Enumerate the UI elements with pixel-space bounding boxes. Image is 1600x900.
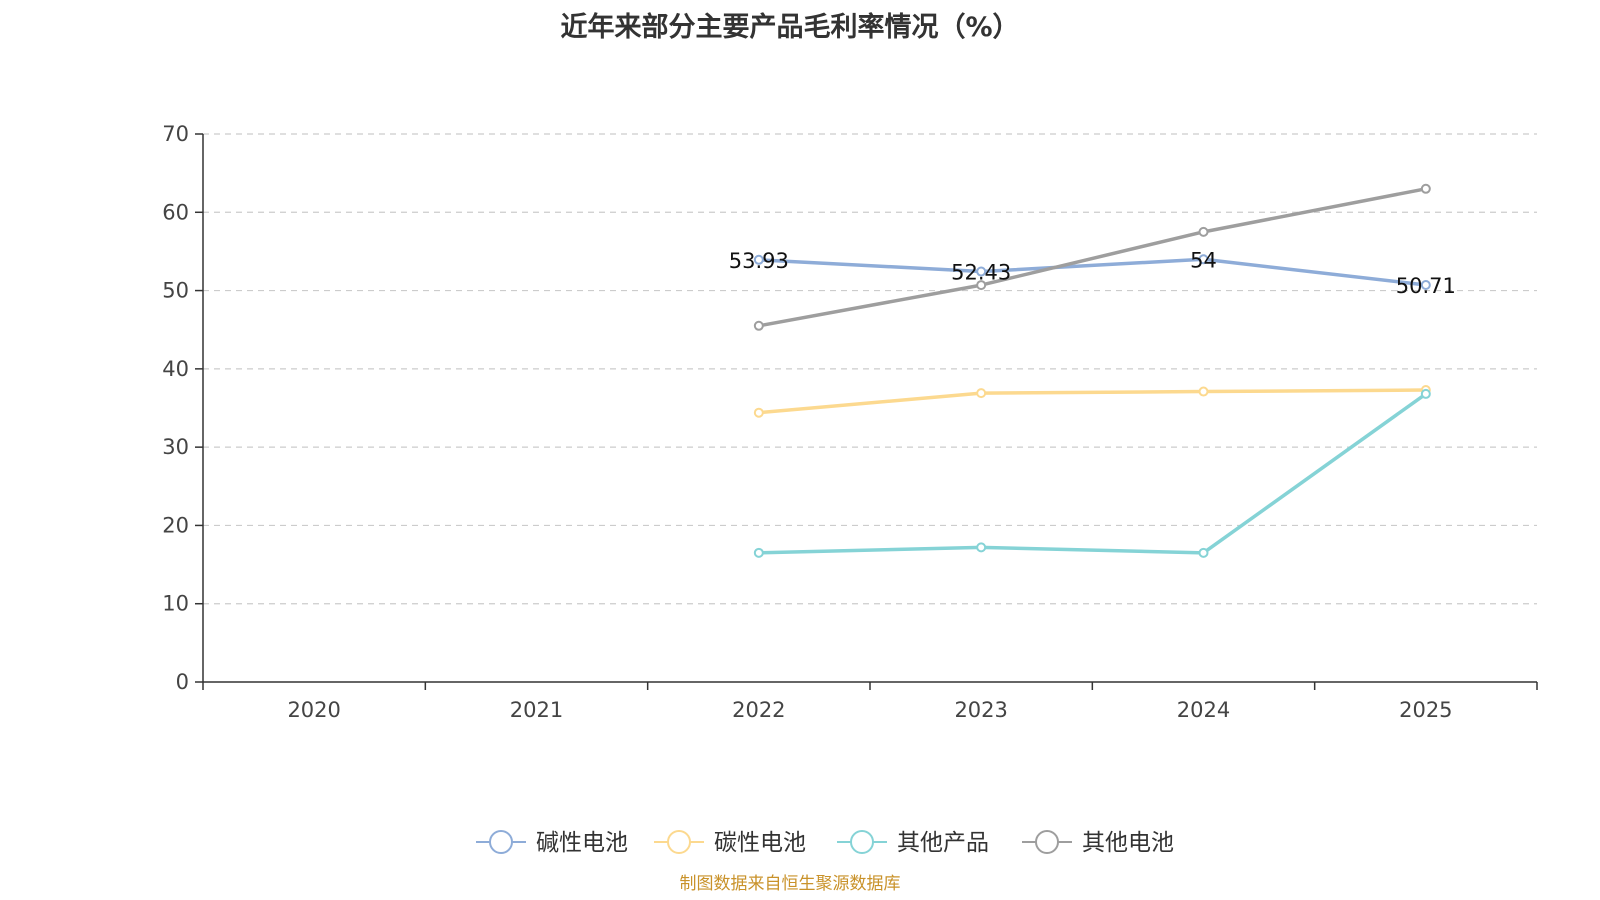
point-1-2023 [976,388,987,399]
legend-label: 其他电池 [1082,830,1174,856]
axes: 0 10 20 30 40 50 60 70 2020 2021 2022 2023 2024 2025 [162,122,1538,722]
x-tick-label-2022: 2022 [732,698,785,722]
y-tick-label-60: 60 [162,200,189,224]
legend-item-3[interactable]: 其他电池 [1022,830,1174,856]
point-3-2024 [1198,226,1209,237]
legend-label: 碱性电池 [536,830,628,856]
point-2-2023 [976,542,987,553]
point-2-2025 [1420,388,1431,399]
legend-item-2[interactable]: 其他产品 [837,830,989,856]
x-tick-label-2024: 2024 [1177,698,1230,722]
point-0-2025 [1420,280,1431,291]
data-label-2024: 54 [1190,248,1217,272]
x-tick-label-2023: 2023 [954,698,1007,722]
y-tick-label-30: 30 [162,435,189,459]
data-label-2022: 53.93 [729,249,789,273]
y-tick-label-0: 0 [176,670,189,694]
data-label-2025: 50.71 [1396,274,1456,298]
data-labels: 53.93 52.43 54 50.71 [729,248,1456,298]
legend-label: 碳性电池 [714,830,806,856]
point-0-2023 [976,266,987,277]
legend-item-0[interactable]: 碱性电池 [476,830,628,856]
y-tick-label-10: 10 [162,592,189,616]
legend-circle-icon [489,830,513,854]
point-3-2025 [1420,183,1431,194]
legend-circle-icon [1035,830,1059,854]
legend-label: 其他产品 [897,830,989,856]
point-2-2022 [753,547,764,558]
legend-circle-icon [850,830,874,854]
legend-item-1[interactable]: 碳性电池 [654,830,806,856]
data-label-2023: 52.43 [951,261,1011,285]
y-tick-label-40: 40 [162,357,189,381]
series-line-0 [758,257,1427,287]
source-note: 制图数据来自恒生聚源数据库 [680,874,901,894]
point-3-2022 [753,320,764,331]
point-0-2024 [1198,254,1209,265]
y-tick-label-20: 20 [162,513,189,537]
y-tick-label-50: 50 [162,279,189,303]
legend[interactable]: 碱性电池 碳性电池 其他产品 其他电池 [476,830,1174,856]
series-line-3 [758,187,1427,328]
y-tick-label-70: 70 [162,122,189,146]
grid-lines [203,133,1537,605]
point-3-2023 [976,280,987,291]
point-1-2022 [753,407,764,418]
point-0-2022 [753,254,764,265]
series-lines [753,183,1431,558]
x-tick-label-2025: 2025 [1399,698,1452,722]
x-tick-label-2021: 2021 [510,698,563,722]
chart-title: 近年来部分主要产品毛利率情况（%） [560,11,1019,43]
x-tick-label-2020: 2020 [287,698,340,722]
legend-circle-icon [667,830,691,854]
point-1-2024 [1198,386,1209,397]
series-line-1 [758,388,1426,415]
point-2-2024 [1198,547,1209,558]
series-line-2 [758,392,1427,555]
